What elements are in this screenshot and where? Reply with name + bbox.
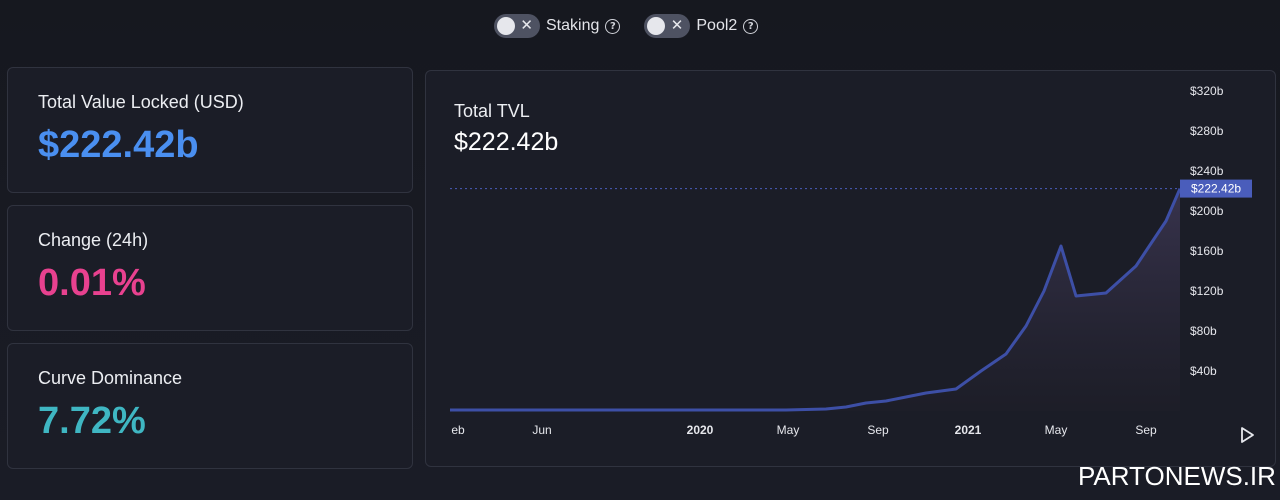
x-tick-label: 2021 — [955, 423, 982, 437]
x-tick-label: Sep — [867, 423, 889, 437]
x-tick-label: 2020 — [687, 423, 714, 437]
tvl-line — [450, 188, 1182, 412]
tvl-card: Total Value Locked (USD) $222.42b — [7, 67, 413, 193]
dominance-value: 7.72% — [38, 400, 146, 442]
pool2-toggle[interactable]: ✕ Pool2 ? — [644, 14, 759, 38]
staking-switch[interactable]: ✕ — [494, 14, 540, 38]
change-card: Change (24h) 0.01% — [7, 205, 413, 331]
dominance-card: Curve Dominance 7.72% — [7, 343, 413, 469]
staking-toggle[interactable]: ✕ Staking ? — [494, 14, 621, 38]
tvl-area — [450, 188, 1180, 411]
tvl-value: $222.42b — [38, 124, 199, 166]
y-tick-label: $200b — [1190, 204, 1224, 218]
x-tick-label: May — [1045, 423, 1068, 437]
dominance-label: Curve Dominance — [38, 368, 183, 388]
chart-value: $222.42b — [454, 128, 559, 156]
switch-knob — [647, 17, 666, 35]
x-tick-label: May — [777, 423, 800, 437]
watermark: PARTONEWS.IR — [1078, 461, 1276, 491]
switch-knob — [497, 17, 515, 35]
pool2-label: Pool2 — [696, 17, 738, 34]
x-tick-label: Sep — [1135, 423, 1157, 437]
y-tick-label: $320b — [1190, 84, 1224, 98]
staking-label: Staking — [546, 17, 600, 34]
y-tick-label: $80b — [1190, 324, 1217, 338]
y-tick-label: $240b — [1190, 164, 1224, 178]
tvl-label: Total Value Locked (USD) — [38, 92, 244, 112]
y-tick-label: $120b — [1190, 284, 1224, 298]
close-icon: ✕ — [520, 16, 533, 34]
change-value: 0.01% — [38, 262, 146, 304]
current-value-label: $222.42b — [1191, 182, 1241, 196]
chart-title: Total TVL — [454, 101, 530, 121]
y-tick-label: $280b — [1190, 124, 1224, 138]
pool2-switch[interactable]: ✕ — [644, 14, 691, 38]
close-icon: ✕ — [670, 16, 684, 34]
x-tick-label: eb — [451, 423, 465, 437]
tvl-chart[interactable]: $40b $80b $120b $160b $200b $240b $280b $320b $2… — [426, 71, 1277, 468]
current-value-tag — [1180, 179, 1252, 198]
y-tick-label: $160b — [1190, 244, 1224, 258]
x-tick-label: Jun — [532, 423, 551, 437]
play-button[interactable] — [1236, 424, 1258, 446]
tvl-chart-card: $40b $80b $120b $160b $200b $240b $280b $320b $2… — [425, 70, 1276, 467]
help-icon[interactable]: ? — [605, 18, 621, 34]
change-label: Change (24h) — [38, 230, 149, 250]
help-icon[interactable]: ? — [743, 18, 759, 34]
y-tick-label: $40b — [1190, 364, 1217, 378]
toggle-bar: ✕ Staking ? ✕ Pool2 ? — [494, 14, 759, 38]
play-icon — [1241, 427, 1254, 443]
